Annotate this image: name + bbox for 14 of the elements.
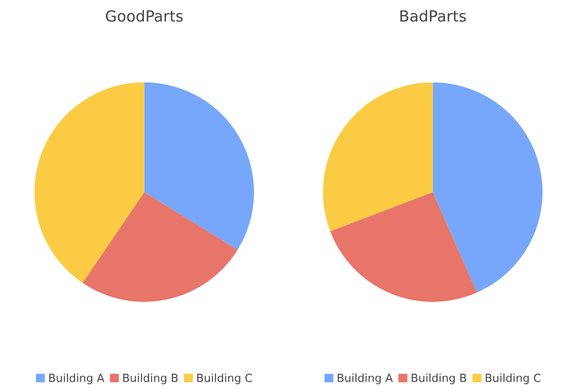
legend-label: Building B — [412, 373, 466, 384]
legend-label: Building B — [123, 373, 178, 384]
chart-title: GoodParts — [106, 10, 183, 22]
pie-slice — [34, 82, 144, 283]
pie-slice — [322, 82, 433, 232]
pie-slice — [144, 82, 254, 250]
legend-label: Building C — [197, 373, 252, 384]
pie-slice — [82, 192, 238, 302]
chart-title: BadParts — [400, 10, 466, 22]
legend-label: Building C — [486, 373, 540, 384]
pie-slice — [330, 192, 477, 302]
pie-slice — [432, 82, 542, 293]
legend-label: Building A — [49, 373, 104, 384]
legend-label: Building A — [338, 373, 393, 384]
